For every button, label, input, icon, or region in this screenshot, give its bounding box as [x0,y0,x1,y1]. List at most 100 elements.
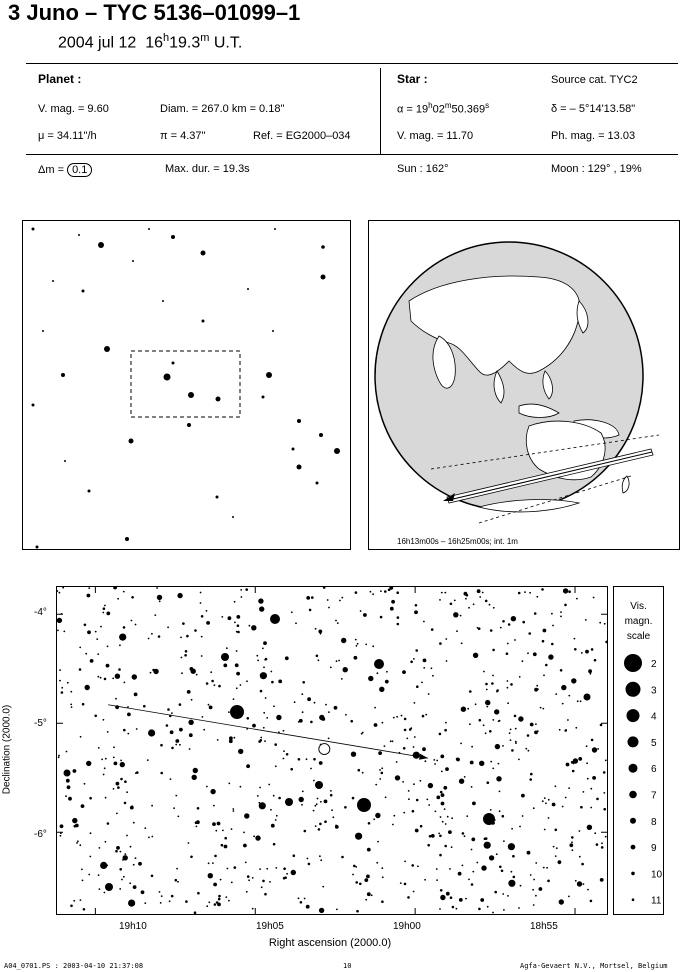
field-star [73,899,76,902]
field-star [65,778,70,783]
field-star [200,655,203,657]
field-star [460,642,463,645]
field-star [79,899,82,901]
field-star [275,814,278,817]
field-star [389,740,392,743]
field-star [413,702,416,704]
scale-mag-label: 4 [651,712,657,723]
scale-mag-label: 2 [651,659,657,670]
field-star [239,684,242,686]
field-star [96,638,99,640]
field-star [245,890,248,893]
field-star [131,674,137,680]
field-star [147,637,150,640]
field-star [103,767,106,770]
field-star [258,740,261,743]
field-star [253,835,256,838]
field-star [471,837,476,842]
field-star [536,684,539,687]
field-star [251,907,254,910]
field-star [483,670,485,673]
field-star [507,623,511,626]
field-star [104,796,107,799]
field-star [508,879,516,887]
field-star [319,855,321,858]
field-star [513,714,517,718]
field-star [470,883,474,886]
field-star [255,835,261,841]
field-star [324,820,327,823]
field-star [196,820,200,825]
field-star [472,652,479,658]
finder-star [61,373,65,377]
field-star [394,775,401,781]
field-star [414,828,419,833]
field-star [233,736,236,739]
field-star [496,689,499,692]
field-star [366,892,371,897]
field-star [248,879,251,882]
field-star [458,778,465,784]
hour-unit: h [162,32,170,44]
field-star [313,757,316,761]
field-star [469,690,472,693]
field-star [338,659,340,662]
field-star [558,899,564,905]
field-star [506,680,509,682]
field-star [121,878,123,881]
field-star [188,748,191,750]
field-star [212,822,216,826]
field-star [587,888,589,891]
field-star [240,596,243,598]
field-star [560,611,562,613]
field-star [561,805,564,808]
field-star [533,878,535,881]
field-star [59,834,62,837]
field-star [529,591,531,594]
field-star [310,767,312,770]
scale-svg: 2 3 4 5 6 7 8 9 10 11 [624,654,663,907]
field-star [284,656,289,661]
finder-star [297,419,301,423]
field-star [127,706,129,708]
event-minute: 19.3 [169,34,201,52]
philippines-landmass [542,370,553,400]
field-star [552,845,555,848]
field-star [478,718,482,722]
field-star [165,724,169,727]
footer-credit: Agfa-Gevaert N.V., Mortsel, Belgium [520,962,668,970]
field-star [328,711,330,713]
field-star [199,591,202,594]
field-star [572,762,575,765]
field-star [444,844,448,848]
indochina-landmass [493,370,505,404]
field-star [488,855,495,861]
field-star [227,616,232,621]
field-star [160,895,163,897]
field-star [81,702,85,706]
field-star [180,656,183,659]
field-star [541,800,544,803]
field-star [158,600,161,603]
field-star [468,606,470,609]
field-star [246,875,250,878]
field-star [185,900,188,903]
field-star [315,654,319,658]
field-star [485,682,488,686]
field-star [396,591,400,594]
sun-elongation: Sun : 162° [397,163,449,175]
delta-mag: Δm = 0.1 [38,163,93,177]
field-star [252,723,256,728]
info-divider [380,68,381,154]
field-star [221,616,224,618]
field-star [502,893,505,895]
field-star [377,840,379,843]
field-star [200,635,203,638]
field-star [206,785,208,788]
field-star [590,806,593,809]
field-star [419,779,422,782]
finder-star [215,396,221,402]
field-star [428,834,432,838]
field-star [472,801,476,806]
field-star [486,781,490,784]
